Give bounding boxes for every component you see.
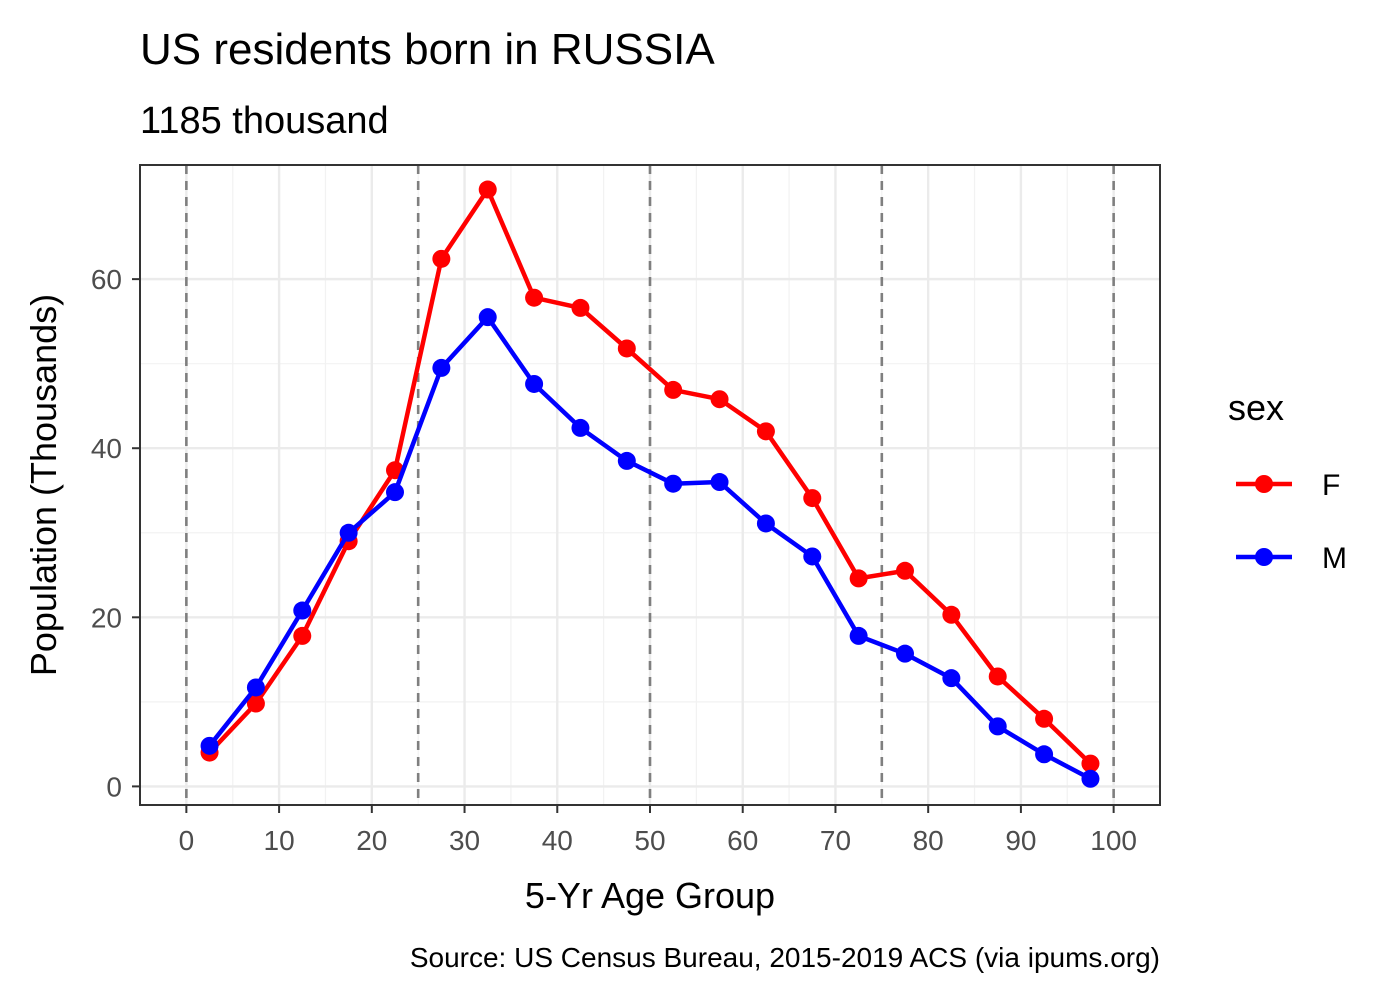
x-tick-label: 10 (264, 825, 295, 856)
data-point-F (896, 561, 914, 580)
x-tick-label: 70 (820, 825, 851, 856)
data-point-F (988, 667, 1007, 686)
data-point-F (525, 288, 544, 307)
y-tick-label: 0 (106, 771, 122, 802)
data-point-M (942, 669, 961, 688)
data-point-F (849, 569, 868, 588)
y-axis-ticks: 0 20 40 60 (91, 264, 140, 802)
chart-caption: Source: US Census Bureau, 2015-2019 ACS … (410, 942, 1160, 973)
data-point-F (756, 422, 775, 441)
x-tick-label: 60 (727, 825, 758, 856)
y-tick-label: 40 (91, 433, 122, 464)
y-axis-title: Population (Thousands) (23, 294, 64, 676)
data-point-F (942, 605, 961, 624)
data-point-M (293, 601, 312, 620)
x-tick-label: 100 (1090, 825, 1137, 856)
legend-key-point (1255, 548, 1273, 566)
x-tick-label: 20 (356, 825, 387, 856)
reference-lines (185, 165, 1115, 805)
data-point-F (617, 339, 636, 358)
x-axis-title: 5-Yr Age Group (525, 875, 775, 916)
data-point-M (756, 514, 775, 533)
data-point-M (339, 523, 358, 542)
data-point-M (896, 644, 914, 663)
data-point-M (710, 473, 729, 492)
data-point-F (246, 694, 265, 713)
x-tick-label: 30 (449, 825, 480, 856)
data-point-F (293, 626, 312, 645)
legend-item-M: M (1236, 542, 1347, 575)
x-tick-label: 40 (542, 825, 573, 856)
data-point-M (200, 736, 219, 755)
legend-label: M (1322, 542, 1347, 575)
data-point-F (432, 249, 451, 268)
data-point-M (849, 626, 868, 645)
x-tick-label: 90 (1005, 825, 1036, 856)
chart-title: US residents born in RUSSIA (140, 25, 715, 74)
y-tick-label: 20 (91, 602, 122, 633)
data-point-M (988, 717, 1007, 736)
data-point-M (432, 358, 451, 377)
x-axis-ticks: 0 10 20 30 40 50 60 70 80 90 100 (179, 805, 1137, 856)
data-point-F (478, 180, 497, 199)
data-point-F (664, 380, 683, 399)
data-point-M (1081, 769, 1100, 788)
legend-title: sex (1228, 387, 1284, 428)
data-point-M (617, 451, 636, 470)
data-point-M (386, 483, 404, 502)
y-tick-label: 60 (91, 264, 122, 295)
data-point-F (1081, 754, 1100, 773)
series-layer (200, 180, 1100, 788)
data-point-F (1035, 709, 1054, 728)
data-point-M (803, 547, 822, 566)
x-tick-label: 80 (913, 825, 944, 856)
legend-items: FM (1236, 469, 1347, 575)
data-point-M (478, 308, 497, 327)
data-point-F (710, 390, 729, 409)
series-M (200, 308, 1100, 788)
legend: sex FM (1228, 387, 1347, 575)
data-point-M (664, 474, 683, 493)
legend-key-point (1255, 475, 1273, 493)
data-point-M (571, 418, 590, 437)
x-tick-label: 0 (179, 825, 195, 856)
data-point-M (525, 374, 544, 393)
data-point-F (803, 489, 822, 508)
x-tick-label: 50 (634, 825, 665, 856)
legend-label: F (1322, 469, 1340, 502)
data-point-F (571, 298, 590, 317)
data-point-M (246, 678, 265, 697)
legend-item-F: F (1236, 469, 1340, 502)
chart-subtitle: 1185 thousand (140, 100, 389, 142)
data-point-M (1035, 745, 1054, 764)
